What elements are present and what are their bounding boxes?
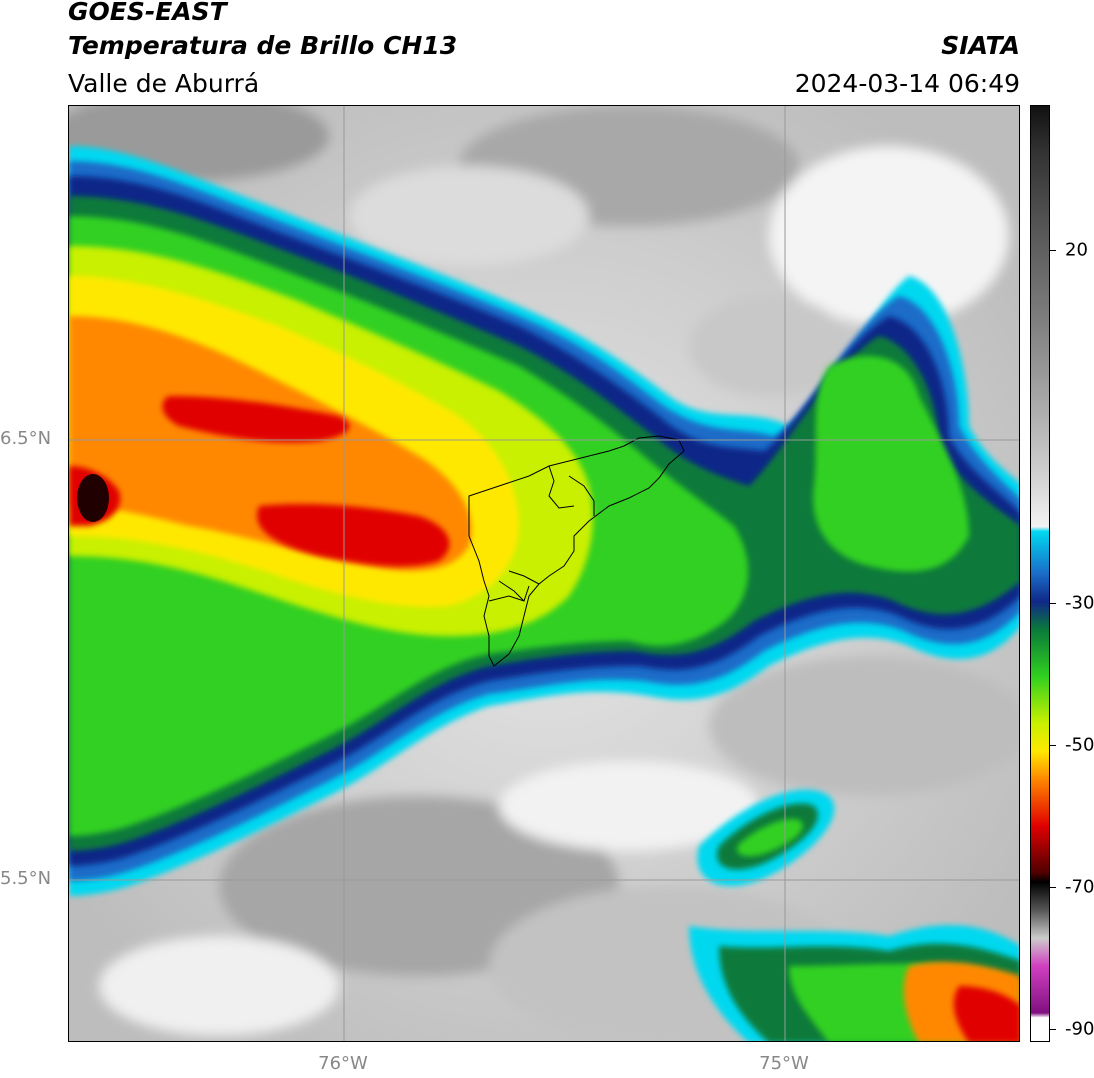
cold-core-black [77,474,109,522]
colorbar-label-minus50: -50 [1065,734,1094,756]
colorbar-tick [1050,603,1056,604]
product-title: Temperatura de Brillo CH13 [68,31,458,60]
longitude-label-76: 76°W [318,1053,368,1074]
longitude-label-75: 75°W [759,1053,809,1074]
colorbar-tick [1050,1029,1056,1030]
latitude-label-5-5: 5.5°N [0,868,52,889]
convective-band [69,146,1019,896]
satellite-title: GOES-EAST [68,0,227,26]
colorbar-label-minus30: -30 [1065,592,1094,614]
colorbar-label-minus90: -90 [1065,1018,1094,1040]
southeast-storm [689,789,1019,1041]
colorbar-tick [1050,745,1056,746]
satellite-map[interactable] [68,105,1020,1042]
datetime-label: 2024-03-14 06:49 [794,69,1020,98]
latitude-label-6-5: 6.5°N [0,428,52,449]
temperature-colorbar [1030,105,1050,1042]
colorbar-label-20: 20 [1065,239,1088,261]
colorbar-tick [1050,887,1056,888]
region-subtitle: Valle de Aburrá [68,69,260,98]
graticule [69,106,1019,1041]
gray-cloud-field [69,106,1019,1041]
colorbar-label-minus70: -70 [1065,876,1094,898]
agency-label: SIATA [941,31,1020,60]
colorbar-tick [1050,250,1056,251]
brightness-temperature-field [69,106,1019,1041]
valle-de-aburra-outline [468,435,685,667]
